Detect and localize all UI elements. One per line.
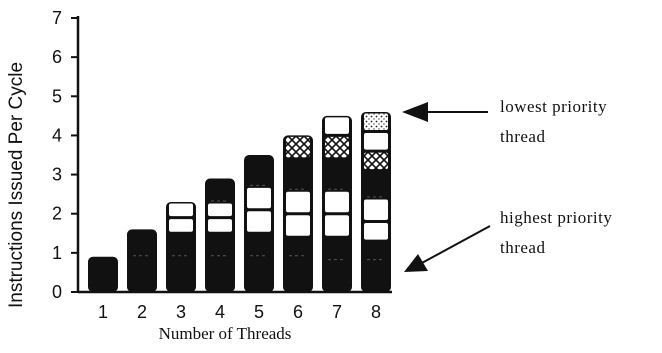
y-tick-label: 1 xyxy=(52,243,62,263)
x-tick-label: 5 xyxy=(254,302,264,322)
y-axis-ticks: 0 1 2 3 4 5 6 7 xyxy=(52,8,78,302)
y-tick-label: 2 xyxy=(52,204,62,224)
bar-stack-6 xyxy=(283,135,313,292)
arrow-highest-head xyxy=(404,254,428,272)
bar-segment xyxy=(325,215,349,236)
bar-segment xyxy=(325,136,349,158)
bar-segment xyxy=(364,152,388,170)
x-tick-label: 7 xyxy=(332,302,342,322)
bar-stack-4 xyxy=(205,178,235,292)
bar-stack-3 xyxy=(166,201,196,292)
annotation-lowest-priority: lowest priority thread xyxy=(402,97,607,146)
annotation-highest-priority: highest priority thread xyxy=(404,208,612,272)
bar-stack-2 xyxy=(127,229,157,292)
annotation-highest-line2: thread xyxy=(500,238,545,257)
bar-segment xyxy=(247,211,271,232)
y-axis-label: Instructions Issued Per Cycle xyxy=(6,62,27,308)
bar-segment xyxy=(325,191,349,213)
bar-stack-7 xyxy=(322,115,352,292)
bar-outline xyxy=(205,178,235,292)
annotation-lowest-line1: lowest priority xyxy=(500,97,607,116)
x-tick-label: 4 xyxy=(215,302,225,322)
bar-segment xyxy=(325,117,349,134)
bar-segment xyxy=(364,223,388,240)
bar-segment xyxy=(247,187,271,209)
bar-segment xyxy=(169,203,193,217)
y-tick-label: 4 xyxy=(52,125,62,145)
bar-outline xyxy=(283,135,313,292)
bar-stack-1 xyxy=(88,256,118,292)
bar-stack-8 xyxy=(361,111,391,292)
bar-stack-5 xyxy=(244,155,274,292)
bar-segment xyxy=(364,133,388,150)
annotation-highest-line1: highest priority xyxy=(500,208,612,227)
bar-segment xyxy=(286,215,310,236)
bar-segment xyxy=(208,219,232,232)
x-tick-label: 2 xyxy=(137,302,147,322)
x-tick-label: 3 xyxy=(176,302,186,322)
bar-outline xyxy=(127,229,157,292)
bar-segment xyxy=(208,203,232,217)
arrow-lowest-head xyxy=(402,102,428,122)
annotation-lowest-line2: thread xyxy=(500,127,545,146)
y-tick-label: 0 xyxy=(52,282,62,302)
y-tick-label: 5 xyxy=(52,86,62,106)
arrow-highest-line xyxy=(419,225,491,265)
bar-segment xyxy=(286,136,310,158)
bar-segment xyxy=(364,199,388,221)
y-tick-label: 3 xyxy=(52,165,62,185)
bar-segment xyxy=(286,191,310,213)
x-axis-ticks: 1 2 3 4 5 6 7 8 xyxy=(98,302,381,322)
x-tick-label: 1 xyxy=(98,302,108,322)
x-tick-label: 6 xyxy=(293,302,303,322)
x-tick-label: 8 xyxy=(371,302,381,322)
bar-segment xyxy=(364,113,388,131)
bar-segment xyxy=(169,219,193,232)
y-tick-label: 7 xyxy=(52,8,62,28)
x-axis-label: Number of Threads xyxy=(159,324,292,343)
y-tick-label: 6 xyxy=(52,47,62,67)
bar-outline xyxy=(88,256,118,292)
bars xyxy=(88,111,391,292)
